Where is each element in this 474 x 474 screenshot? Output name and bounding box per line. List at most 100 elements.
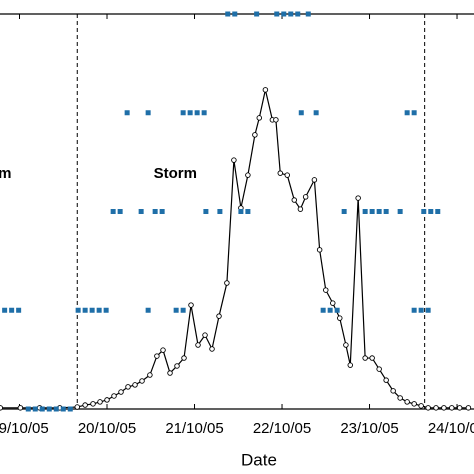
marker (159, 209, 165, 214)
marker (194, 110, 200, 116)
marker (216, 313, 222, 319)
x-tick-label: 22/10/05 (253, 420, 311, 437)
marker (152, 209, 158, 214)
marker (411, 307, 417, 313)
marker (277, 170, 284, 176)
marker (53, 406, 59, 412)
marker (291, 197, 298, 203)
marker (435, 209, 441, 214)
marker (404, 399, 410, 405)
marker (376, 209, 382, 214)
marker (245, 209, 251, 214)
marker (397, 209, 403, 214)
marker (154, 353, 160, 359)
marker (225, 11, 231, 17)
marker (421, 209, 427, 214)
marker (111, 393, 117, 399)
marker (330, 300, 336, 306)
marker (456, 405, 463, 411)
x-tick-label: 24/10/05 (428, 420, 474, 437)
marker (145, 307, 151, 313)
marker (273, 117, 279, 123)
marker (355, 195, 361, 201)
marker (201, 110, 207, 116)
marker (17, 405, 24, 411)
marker (104, 397, 110, 403)
marker (110, 209, 116, 214)
marker (337, 315, 343, 321)
marker (124, 110, 130, 116)
marker (145, 110, 151, 116)
marker (320, 307, 326, 313)
marker (334, 307, 340, 313)
data-line (0, 89, 469, 409)
marker (174, 363, 180, 369)
marker (347, 362, 354, 368)
marker (376, 366, 382, 372)
marker (160, 347, 166, 353)
marker (67, 406, 73, 412)
marker (390, 388, 396, 394)
x-axis-label: Date (241, 450, 277, 469)
x-tick-label: 20/10/05 (78, 420, 136, 437)
marker (256, 115, 263, 121)
marker (341, 209, 347, 214)
marker (103, 307, 109, 313)
marker (9, 307, 15, 313)
marker (411, 401, 417, 407)
marker (397, 395, 403, 401)
marker (428, 209, 434, 214)
marker (117, 209, 123, 214)
marker (316, 247, 323, 253)
marker (284, 172, 291, 178)
marker (147, 372, 153, 378)
marker (362, 209, 368, 214)
marker (82, 402, 88, 408)
marker (327, 307, 333, 313)
marker (75, 307, 81, 313)
marker (74, 404, 81, 410)
marker (180, 307, 186, 313)
marker (295, 11, 301, 17)
marker (16, 307, 22, 313)
marker (32, 406, 38, 412)
marker (96, 307, 102, 313)
marker (418, 307, 424, 313)
marker (425, 405, 431, 411)
marker (25, 406, 31, 412)
marker (232, 11, 238, 17)
marker (167, 370, 173, 376)
marker (362, 355, 368, 361)
x-tick-label: 19/10/05 (0, 420, 49, 437)
marker (46, 406, 52, 412)
marker (302, 194, 309, 200)
marker (181, 355, 187, 361)
marker (465, 405, 472, 411)
marker (187, 110, 193, 116)
marker (90, 401, 96, 407)
marker (97, 399, 103, 405)
marker (231, 157, 237, 163)
annotation: Storm (0, 165, 11, 182)
marker (180, 110, 186, 116)
marker (2, 307, 8, 313)
marker (297, 206, 304, 212)
marker (0, 405, 4, 411)
marker (288, 11, 294, 17)
marker (343, 342, 349, 348)
marker (305, 11, 311, 17)
marker (369, 209, 375, 214)
marker (311, 177, 318, 183)
marker (298, 110, 304, 116)
marker (425, 307, 431, 313)
marker (195, 342, 201, 348)
marker (369, 355, 375, 361)
marker (449, 405, 455, 411)
marker (132, 382, 138, 388)
marker (60, 406, 66, 412)
marker (252, 132, 258, 138)
annotation: Storm (154, 165, 197, 182)
marker (138, 209, 144, 214)
marker (418, 403, 424, 409)
